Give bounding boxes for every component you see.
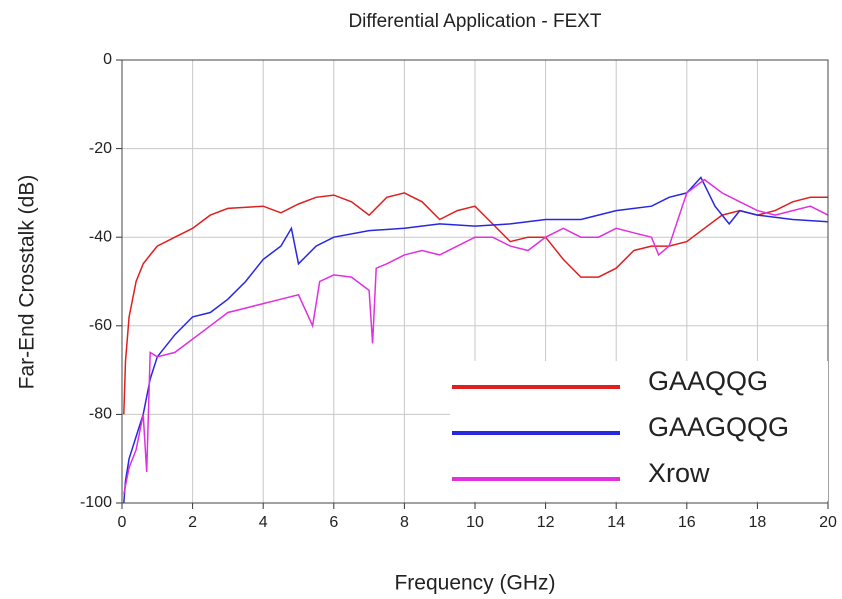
series-line bbox=[123, 178, 829, 495]
y-tick-label: -60 bbox=[89, 317, 112, 334]
y-axis-label: Far-End Crosstalk (dB) bbox=[16, 175, 39, 390]
y-tick-label: -100 bbox=[80, 494, 112, 511]
x-tick-label: 6 bbox=[329, 514, 338, 531]
chart-title: Differential Application - FEXT bbox=[348, 11, 601, 32]
x-tick-label: 4 bbox=[259, 514, 268, 531]
x-tick-label: 14 bbox=[607, 514, 625, 531]
x-tick-label: 8 bbox=[400, 514, 409, 531]
y-tick-label: -20 bbox=[89, 140, 112, 157]
plot-frame bbox=[121, 59, 829, 504]
y-tick-label: -40 bbox=[89, 228, 112, 245]
legend-label: GAAGQQG bbox=[648, 412, 789, 442]
x-tick-label: 20 bbox=[819, 514, 837, 531]
x-tick-label: 0 bbox=[118, 514, 127, 531]
y-tick-label: -80 bbox=[89, 406, 112, 423]
series-line bbox=[123, 192, 828, 415]
x-tick-label: 12 bbox=[537, 514, 555, 531]
x-tick-label: 16 bbox=[678, 514, 696, 531]
y-tick-label: 0 bbox=[103, 51, 112, 68]
x-tick-label: 2 bbox=[188, 514, 197, 531]
legend-label: GAAQQG bbox=[648, 366, 768, 396]
legend-label: Xrow bbox=[648, 458, 710, 488]
legend: GAAQQG GAAGQQG Xrow bbox=[450, 361, 828, 501]
x-tick-label: 18 bbox=[749, 514, 767, 531]
x-tick-label: 10 bbox=[466, 514, 484, 531]
series-line bbox=[123, 176, 829, 504]
x-axis-label: Frequency (GHz) bbox=[394, 572, 555, 595]
